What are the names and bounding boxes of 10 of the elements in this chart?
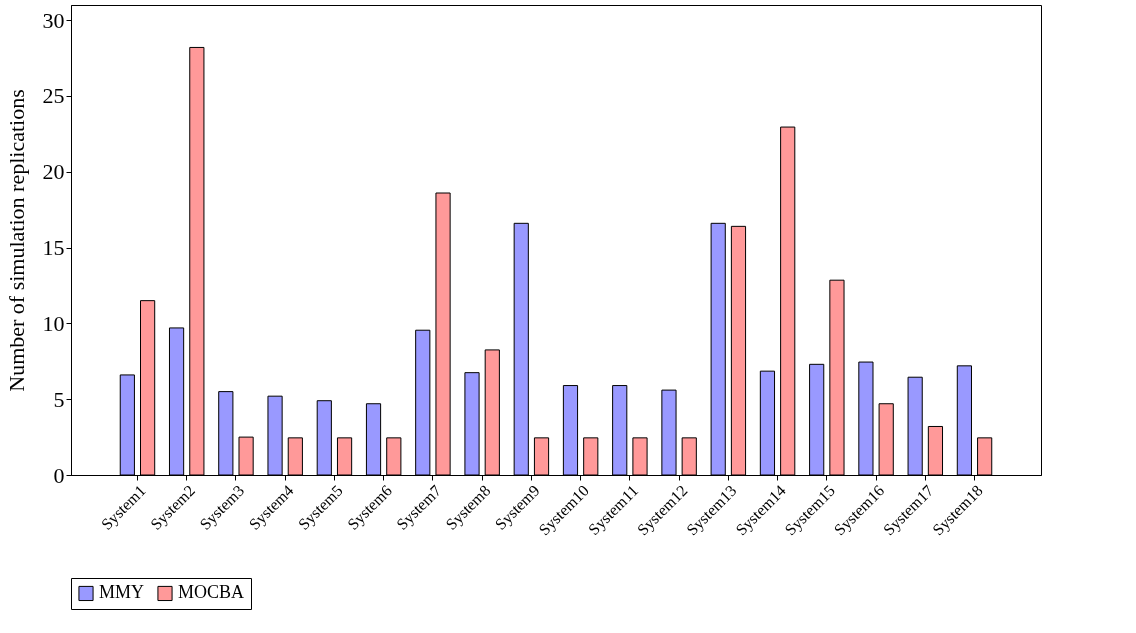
legend-label: MOCBA (178, 582, 245, 603)
y-tick-label: 25 (42, 83, 65, 109)
y-axis-title: Number of simulation replications (3, 89, 29, 392)
y-tick-label: 10 (42, 310, 65, 336)
legend-label: MMY (99, 582, 145, 603)
y-tick-label: 30 (42, 7, 65, 33)
y-tick-label: 0 (53, 462, 65, 488)
y-tick-label: 5 (53, 386, 65, 412)
y-tick-label: 15 (42, 235, 65, 261)
y-tick-label: 20 (42, 159, 65, 185)
